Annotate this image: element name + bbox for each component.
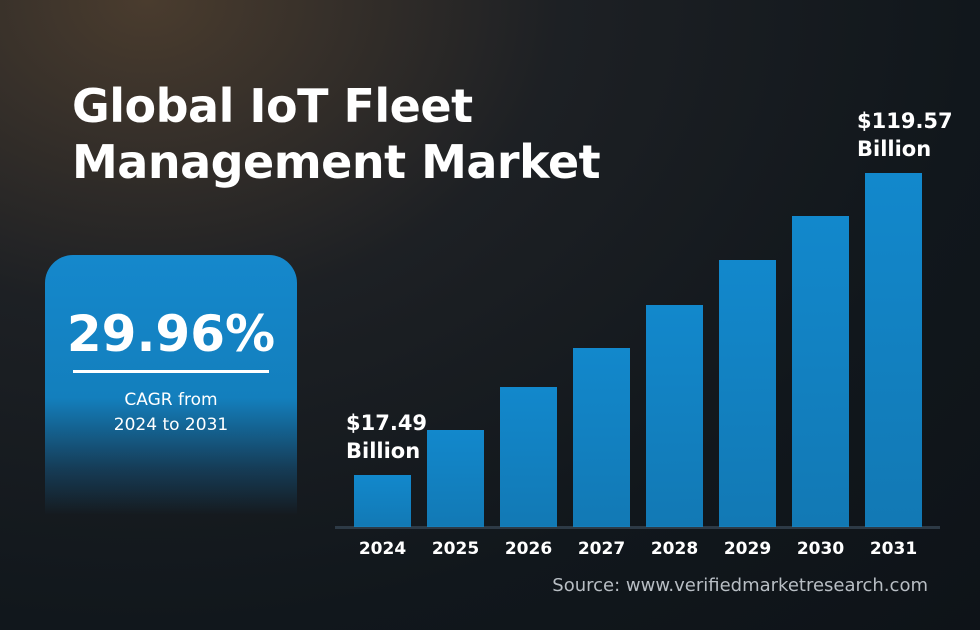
bar bbox=[646, 304, 703, 527]
x-tick-label: 2029 bbox=[723, 539, 772, 559]
chart-title: Global IoT Fleet Management Market bbox=[72, 79, 601, 189]
bar bbox=[354, 475, 411, 527]
cagr-card: 29.96% CAGR from 2024 to 2031 bbox=[45, 255, 297, 515]
x-tick-label: 2031 bbox=[869, 539, 918, 559]
bar bbox=[427, 429, 484, 527]
value-label: $17.49 Billion bbox=[346, 411, 428, 464]
x-tick-label: 2028 bbox=[650, 539, 699, 559]
source: Source: www.verifiedmarketresearch.com bbox=[552, 575, 928, 596]
bar bbox=[792, 215, 849, 527]
divider bbox=[73, 370, 269, 373]
x-tick-label: 2030 bbox=[796, 539, 845, 559]
baseline bbox=[335, 526, 940, 529]
cagr-label: CAGR from 2024 to 2031 bbox=[113, 390, 229, 435]
x-tick-label: 2025 bbox=[431, 539, 480, 559]
bar bbox=[573, 347, 630, 527]
bar bbox=[865, 173, 922, 527]
x-tick-label: 2027 bbox=[577, 539, 626, 559]
x-tick-label: 2026 bbox=[504, 539, 553, 559]
bar bbox=[500, 386, 557, 527]
x-tick-label: 2024 bbox=[358, 539, 407, 559]
cagr-value: 29.96% bbox=[66, 305, 276, 363]
bar bbox=[719, 259, 776, 527]
value-label: $119.57 Billion bbox=[857, 109, 953, 161]
